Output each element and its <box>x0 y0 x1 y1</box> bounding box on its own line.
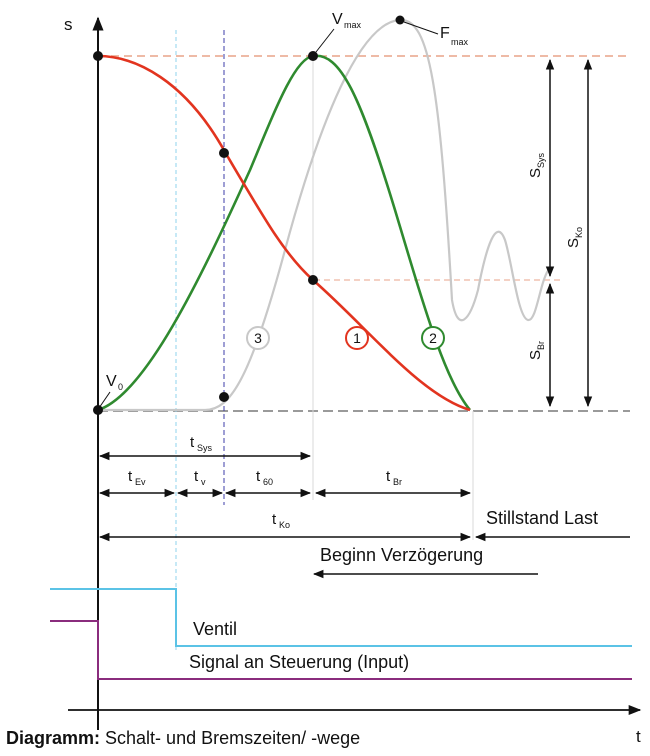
red-curve-1 <box>97 54 471 412</box>
svg-text:Br: Br <box>393 477 402 487</box>
svg-text:Br: Br <box>536 341 546 350</box>
label-v0: V 0 <box>106 373 123 392</box>
svg-text:60: 60 <box>263 477 273 487</box>
svg-text:S: S <box>565 238 582 248</box>
label-ventil: Ventil <box>193 619 237 639</box>
marker-curve-2: 2 <box>421 326 445 350</box>
svg-text:t: t <box>386 468 391 485</box>
svg-text:V: V <box>332 11 343 28</box>
svg-text:2: 2 <box>429 330 437 346</box>
svg-text:Sys: Sys <box>536 152 546 168</box>
point-fmax <box>395 15 405 25</box>
svg-text:v: v <box>201 477 206 487</box>
label-beginn: Beginn Verzögerung <box>320 545 483 565</box>
leader-fmax <box>403 21 439 35</box>
svg-text:0: 0 <box>118 382 123 392</box>
svg-text:Sys: Sys <box>197 443 213 453</box>
svg-text:t: t <box>190 434 195 451</box>
svg-text:F: F <box>440 25 450 42</box>
svg-text:S: S <box>527 168 544 178</box>
y-axis-label: s <box>64 15 73 34</box>
leader-v0 <box>98 391 111 409</box>
svg-text:3: 3 <box>254 330 262 346</box>
point-red-low <box>308 275 318 285</box>
point-start-top <box>93 51 103 61</box>
label-s-sys: S Sys <box>527 152 546 178</box>
label-signal: Signal an Steuerung (Input) <box>189 652 409 672</box>
marker-curve-1: 1 <box>345 326 369 350</box>
label-t-ev: t Ev <box>128 468 146 487</box>
svg-text:t: t <box>194 468 199 485</box>
label-t-ko: t Ko <box>272 511 290 530</box>
label-t-60: t 60 <box>256 468 273 487</box>
svg-text:Ev: Ev <box>135 477 146 487</box>
grey-curve-3 <box>98 18 551 412</box>
label-t-br: t Br <box>386 468 402 487</box>
label-stillstand: Stillstand Last <box>486 508 598 528</box>
svg-text:Ko: Ko <box>574 227 584 238</box>
label-fmax: F max <box>440 25 469 47</box>
point-v0 <box>93 405 103 415</box>
svg-text:V: V <box>106 373 117 390</box>
svg-text:Ko: Ko <box>279 520 290 530</box>
caption: Diagramm: Schalt- und Bremszeiten/ -wege <box>6 728 360 748</box>
label-vmax: V max <box>332 11 362 30</box>
x-axis-label: t <box>636 727 641 746</box>
caption-bold: Diagramm: <box>6 728 100 748</box>
ventil-signal-line <box>50 588 632 647</box>
svg-text:t: t <box>272 511 277 528</box>
svg-text:S: S <box>527 350 544 360</box>
label-s-ko: S Ko <box>565 227 584 248</box>
svg-text:t: t <box>256 468 261 485</box>
label-s-br: S Br <box>527 341 546 360</box>
svg-text:max: max <box>451 37 469 47</box>
label-t-sys: t Sys <box>190 434 213 453</box>
point-vmax <box>308 51 318 61</box>
svg-text:t: t <box>128 468 133 485</box>
point-red-mid <box>219 148 229 158</box>
svg-text:max: max <box>344 20 362 30</box>
marker-curve-3: 3 <box>246 326 270 350</box>
leader-vmax <box>315 28 335 53</box>
input-signal-line <box>50 620 632 680</box>
green-curve-2 <box>97 54 471 412</box>
point-grey-start <box>219 392 229 402</box>
caption-rest: Schalt- und Bremszeiten/ -wege <box>100 728 360 748</box>
svg-text:1: 1 <box>353 330 361 346</box>
label-t-v: t v <box>194 468 206 487</box>
